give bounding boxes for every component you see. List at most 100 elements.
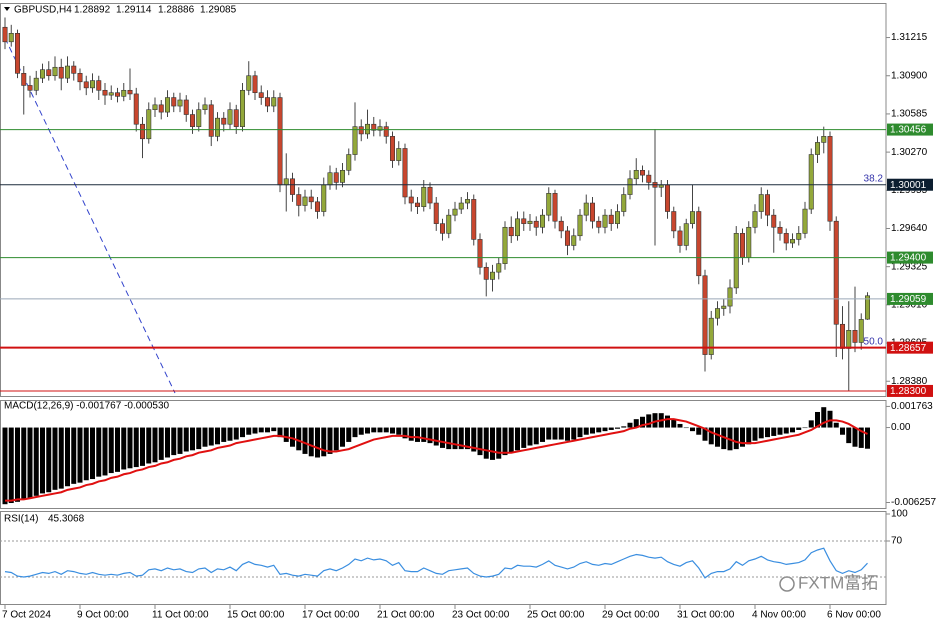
candle-body	[102, 89, 108, 96]
ohlc-value: 1.28886	[158, 5, 195, 16]
macd-bar	[108, 427, 114, 474]
candle-body	[115, 92, 121, 97]
macd-bar	[271, 427, 277, 432]
candle-body	[183, 99, 189, 115]
candle-body	[696, 211, 702, 277]
macd-bar	[846, 427, 852, 444]
candle-body	[783, 233, 789, 244]
candle-body	[702, 275, 708, 355]
candle-body	[277, 97, 283, 186]
macd-bar	[102, 427, 108, 476]
x-tick-label: 23 Oct 00:00	[452, 610, 510, 621]
macd-bar	[283, 427, 289, 442]
macd-bar	[377, 427, 383, 433]
macd-bar	[508, 427, 514, 453]
macd-bar	[146, 427, 152, 464]
macd-bar	[296, 427, 302, 451]
candle-body	[777, 226, 783, 234]
macd-bar	[521, 427, 527, 448]
macd-bar	[515, 427, 520, 451]
candle-body	[496, 263, 502, 273]
macd-bar	[383, 427, 389, 433]
macd-bar	[565, 427, 570, 441]
macd-bar	[540, 427, 545, 442]
candle-body	[583, 202, 589, 216]
macd-bar	[583, 427, 589, 435]
macd-bar	[246, 427, 252, 435]
macd-bar	[433, 427, 439, 446]
candle-body	[83, 81, 89, 89]
x-tick-label: 7 Oct 2024	[2, 610, 51, 621]
y-tick-label: 0.001763	[891, 401, 933, 412]
ohlc-value: 1.29085	[200, 5, 237, 16]
macd-bar	[308, 427, 314, 457]
macd-bar	[652, 413, 658, 428]
macd-bar	[402, 427, 408, 439]
macd-bar	[771, 427, 777, 436]
candle-body	[502, 226, 508, 264]
macd-bar	[746, 427, 752, 445]
candle-body	[746, 226, 752, 258]
macd-bar	[596, 427, 602, 433]
macd-bar	[633, 419, 639, 428]
level-box	[887, 292, 933, 305]
macd-bar	[496, 427, 502, 459]
macd-bar	[46, 427, 52, 493]
candle-body	[539, 214, 545, 228]
candle-body	[371, 123, 377, 131]
candle-body	[414, 202, 420, 207]
macd-bar	[627, 422, 633, 428]
candle-body	[589, 202, 595, 222]
candle-body	[558, 220, 564, 232]
macd-bar	[552, 427, 558, 440]
level-label: 1.30456	[890, 125, 927, 136]
level-box	[887, 123, 933, 136]
candle-body	[533, 220, 539, 228]
macd-bar	[346, 427, 352, 442]
macd-bar	[127, 427, 133, 469]
candle-body	[758, 194, 764, 212]
ohlc-value: 1.29114	[116, 5, 152, 16]
y-tick-label: -0.006257	[891, 497, 936, 508]
candle-body	[2, 26, 8, 43]
candle-body	[664, 184, 670, 212]
rsi-value: 45.3068	[48, 514, 85, 525]
candle-body	[752, 211, 758, 228]
candle-body	[683, 223, 689, 246]
menu-arrow	[4, 7, 10, 11]
macd-bar	[2, 427, 8, 505]
candle-body	[133, 93, 139, 125]
macd-bar	[833, 422, 839, 428]
x-tick-label: 25 Oct 00:00	[527, 610, 585, 621]
macd-bar	[740, 427, 745, 447]
level-box	[887, 251, 933, 264]
macd-bar	[171, 427, 177, 456]
candle-body	[271, 97, 277, 107]
macd-bar	[640, 416, 645, 428]
macd-bar	[121, 427, 127, 470]
candle-body	[614, 211, 620, 224]
macd-bar	[321, 427, 327, 457]
candle-body	[202, 104, 208, 110]
candle-body	[52, 66, 58, 77]
y-tick-label: 1.29640	[891, 223, 928, 234]
macd-bar	[777, 427, 783, 435]
x-tick-label: 11 Oct 00:00	[152, 610, 209, 621]
candle-body	[165, 97, 171, 113]
macd-bar	[77, 427, 83, 483]
candle-body	[289, 178, 295, 195]
macd-bar	[665, 415, 670, 428]
macd-bar	[233, 427, 239, 440]
candle-body	[152, 104, 158, 110]
candle-body	[346, 154, 352, 171]
macd-bar	[590, 427, 595, 434]
macd-bar	[333, 427, 339, 451]
candle-body	[839, 323, 845, 349]
candle-body	[577, 214, 583, 237]
macd-bar	[858, 427, 864, 448]
candle-body	[489, 271, 495, 280]
candle-body	[65, 65, 71, 79]
candle-body	[727, 287, 733, 307]
candle-body	[639, 169, 645, 176]
macd-bar	[158, 427, 164, 460]
